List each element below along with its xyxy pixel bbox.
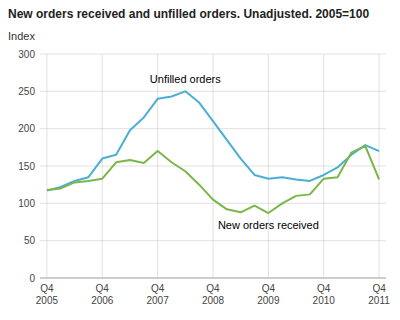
series-label: Unfilled orders	[150, 73, 221, 85]
x-tick-label: Q42011	[368, 283, 390, 306]
series-line	[47, 146, 379, 213]
x-tick-label: Q42010	[313, 283, 336, 306]
y-grid-line	[40, 278, 386, 279]
x-grid-line	[46, 54, 47, 278]
y-tick-label: 50	[24, 235, 36, 246]
x-axis-line	[40, 278, 386, 279]
grid	[40, 54, 386, 278]
series-line	[47, 91, 379, 190]
y-tick-label: 100	[18, 198, 35, 209]
chart: New orders received and unfilled orders.…	[0, 0, 400, 320]
x-grid-line	[213, 54, 214, 278]
x-grid-line	[157, 54, 158, 278]
x-tick-label: Q42008	[202, 283, 225, 306]
x-tick-label: Q42005	[36, 283, 59, 306]
x-grid-line	[323, 54, 324, 278]
series-label: New orders received	[218, 219, 319, 231]
title: New orders received and unfilled orders.…	[8, 7, 369, 21]
x-grid-line	[102, 54, 103, 278]
y-tick-label: 200	[18, 123, 35, 134]
y-tick-label: 0	[29, 273, 35, 284]
x-grid-line	[379, 54, 380, 278]
y-tick-label: 150	[18, 161, 35, 172]
x-tick-label: Q42006	[91, 283, 114, 306]
x-tick-label: Q42009	[257, 283, 280, 306]
x-tick-label: Q42007	[147, 283, 170, 306]
y-tick-label: 300	[18, 49, 35, 60]
y-axis-label: Index	[8, 30, 35, 42]
lines	[47, 91, 379, 213]
x-grid-line	[268, 54, 269, 278]
y-tick-label: 250	[18, 86, 35, 97]
